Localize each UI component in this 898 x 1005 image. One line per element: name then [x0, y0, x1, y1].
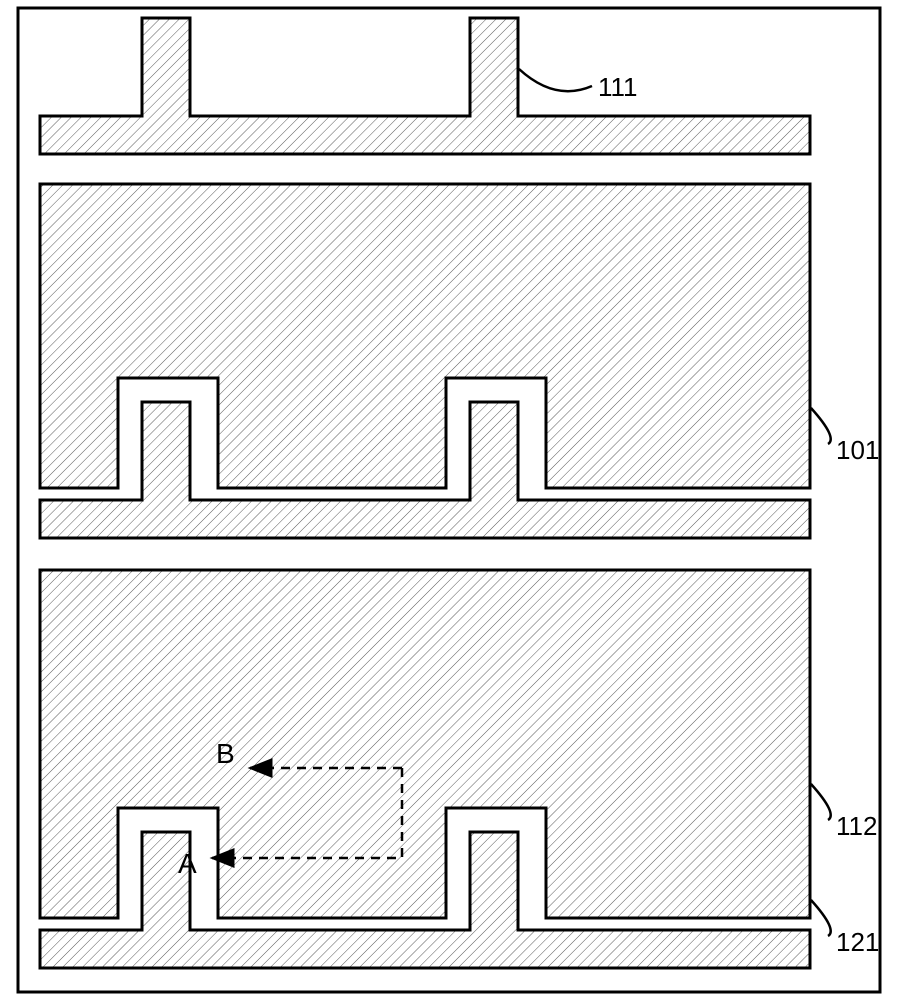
- callout-label-101: 101: [836, 435, 879, 466]
- callout-leader-112: [811, 784, 831, 820]
- top-fin-layer: [40, 18, 810, 154]
- callout-label-111: 111: [598, 72, 638, 103]
- internal-label-B: B: [216, 738, 235, 770]
- diagram-container: [0, 0, 898, 1000]
- internal-label-A: A: [178, 848, 197, 880]
- callout-leader-121: [811, 900, 831, 936]
- callout-leader-111: [519, 69, 592, 91]
- callout-leader-101: [811, 408, 831, 444]
- callout-label-121: 121: [836, 927, 879, 958]
- callout-label-112: 112: [836, 811, 877, 842]
- technical-diagram: [0, 0, 898, 1000]
